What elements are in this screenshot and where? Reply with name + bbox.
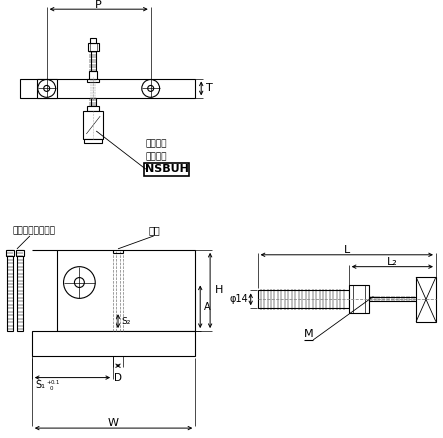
- Bar: [16, 250, 24, 256]
- Bar: [87, 106, 99, 111]
- Bar: [88, 43, 99, 51]
- Text: D: D: [114, 373, 122, 383]
- Bar: [32, 331, 195, 356]
- Text: L₂: L₂: [387, 257, 398, 267]
- Bar: [83, 111, 103, 139]
- Circle shape: [74, 278, 84, 287]
- Text: M: M: [304, 329, 314, 339]
- Text: T: T: [206, 83, 213, 93]
- Bar: [90, 38, 96, 43]
- Bar: [37, 78, 57, 98]
- Bar: [6, 250, 14, 256]
- Bar: [349, 286, 369, 313]
- Bar: [258, 290, 349, 308]
- Bar: [369, 297, 416, 301]
- Bar: [17, 250, 23, 331]
- Text: NSBUH: NSBUH: [144, 164, 188, 174]
- Text: 止动螺栓: 止动螺栓: [146, 153, 167, 162]
- Circle shape: [63, 267, 95, 298]
- Text: φ14: φ14: [230, 294, 249, 304]
- Text: H: H: [215, 286, 223, 296]
- Bar: [144, 162, 189, 176]
- Bar: [84, 139, 102, 143]
- Bar: [57, 250, 195, 331]
- Text: S₁: S₁: [36, 380, 46, 389]
- Text: P: P: [95, 0, 102, 10]
- Text: 主体: 主体: [149, 225, 160, 235]
- Text: A: A: [204, 302, 211, 312]
- Text: 带聚氨酯: 带聚氨酯: [146, 139, 167, 148]
- Text: L: L: [344, 245, 350, 255]
- Text: 内六角圆柱头螺栓: 内六角圆柱头螺栓: [12, 226, 55, 235]
- Bar: [87, 78, 99, 82]
- Bar: [20, 78, 195, 98]
- Bar: [89, 71, 97, 78]
- Bar: [7, 250, 13, 331]
- Bar: [416, 277, 436, 321]
- Text: W: W: [108, 418, 119, 428]
- Text: $^{+0.1}_{\ \ 0}$: $^{+0.1}_{\ \ 0}$: [46, 378, 60, 393]
- Bar: [91, 51, 96, 71]
- Text: S₂: S₂: [121, 317, 130, 325]
- Bar: [91, 98, 96, 106]
